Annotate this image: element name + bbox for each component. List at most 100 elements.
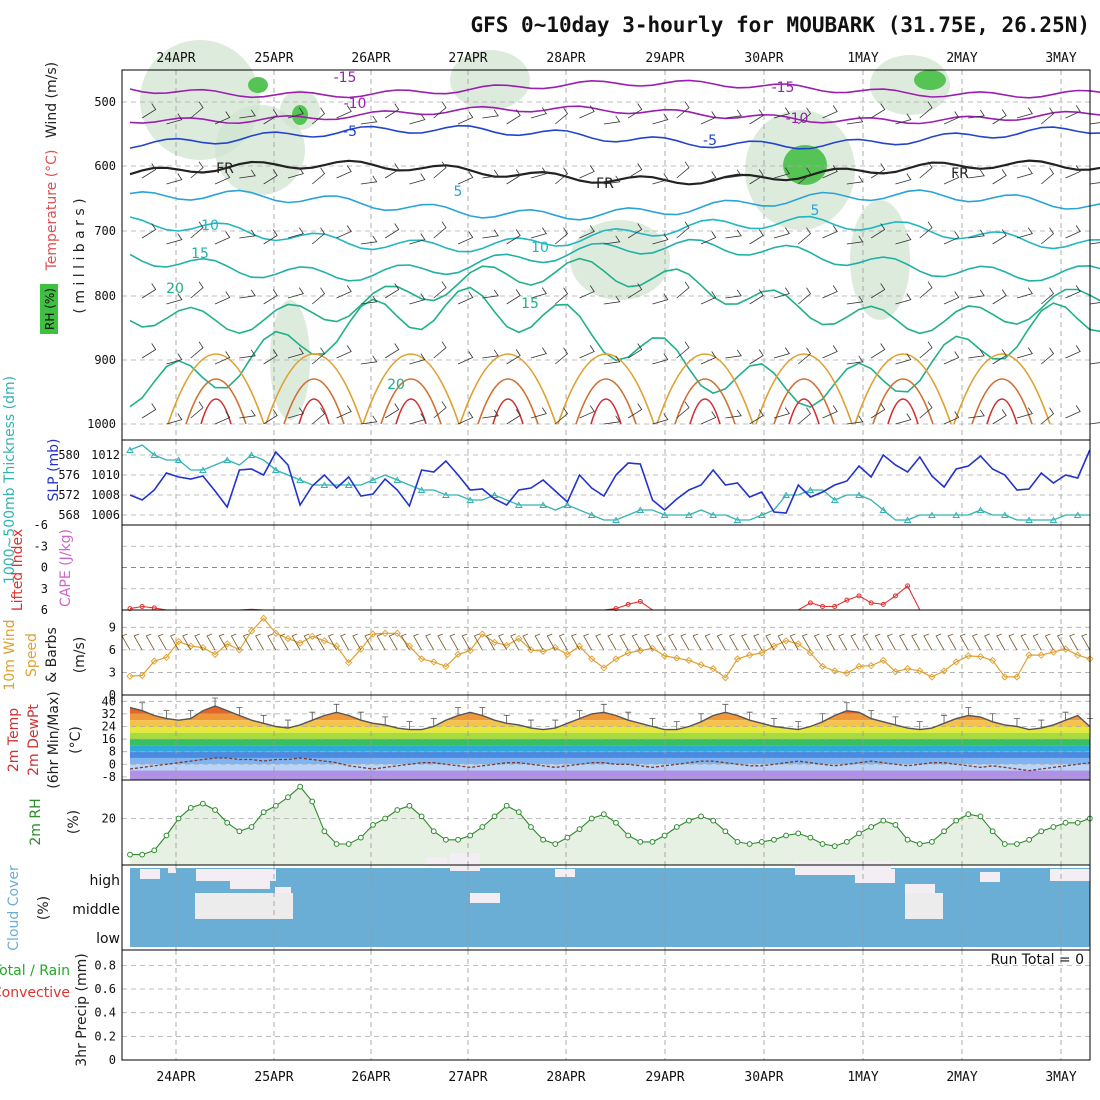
isotherm-line [129, 105, 1100, 125]
wind-barb [797, 407, 812, 425]
temp-minmax-bar [576, 710, 583, 719]
wind10m-barb [1056, 633, 1066, 651]
rh2m-point [175, 815, 182, 822]
wind10m-barb [364, 633, 374, 651]
wind-barb [992, 109, 1007, 125]
wind10m-barb [716, 633, 726, 651]
wind-barb [822, 165, 838, 179]
thickness-marker [685, 511, 693, 518]
temp-minmax-bar [260, 714, 267, 724]
wind-barb [992, 349, 1007, 365]
wind-barb [482, 109, 499, 119]
thickness-marker [344, 481, 353, 488]
wind-barb [627, 163, 643, 179]
grid-layer [122, 70, 1090, 1061]
wind-barb [846, 175, 864, 185]
wind-barb [943, 291, 960, 305]
wind-barb [336, 345, 352, 359]
wind-barb [943, 111, 960, 125]
wind10m-point [1061, 645, 1070, 653]
lifted-index-point [880, 601, 886, 607]
thickness-marker [879, 506, 888, 513]
rh2m-point [771, 836, 777, 843]
thickness-marker [490, 491, 499, 498]
wind-barb [1016, 107, 1033, 119]
wind-barb [433, 281, 447, 299]
rh2m-point [965, 811, 972, 818]
temp-band [130, 745, 1090, 752]
wind-barb [822, 345, 838, 359]
rh2m-point [491, 813, 498, 820]
wind-barb [919, 401, 933, 419]
thickness-marker [320, 481, 329, 488]
rh-shading-high [783, 145, 827, 185]
rh2m-point [248, 824, 255, 830]
isotherm-arc [971, 378, 1033, 425]
wind-barb [190, 281, 204, 299]
thickness-marker [369, 476, 377, 483]
wind10m-point [417, 655, 426, 663]
wind-barb [482, 229, 499, 239]
wind10m-point [916, 667, 924, 675]
wind-barb [870, 163, 886, 179]
wind-barb [384, 343, 400, 359]
wind10m-point [976, 653, 985, 661]
rh2m-point [625, 832, 632, 839]
li-tick-label: -6 [34, 518, 48, 532]
wind-barb [725, 349, 742, 359]
wind-barb [1089, 302, 1100, 305]
wind10m-point [284, 634, 292, 643]
isotherm-arc [380, 378, 442, 425]
wind-barb [749, 229, 764, 245]
wind-barb [822, 225, 838, 239]
wind10m-point [709, 665, 717, 673]
wind-barb [166, 173, 183, 185]
rh2m-point [345, 841, 352, 847]
isotherm-arc [788, 398, 820, 425]
wind-barb [336, 405, 352, 419]
rh2m-point [370, 821, 376, 828]
wind-barb [579, 105, 595, 119]
wind-barb [579, 165, 595, 179]
wind10m-barb [826, 633, 836, 651]
temp-minmax-bar [552, 719, 559, 729]
thickness-marker [782, 491, 790, 498]
temp-band [130, 751, 1090, 758]
wind10m-barb [765, 633, 775, 651]
wind10m-barb [510, 633, 520, 651]
wind10m-point [539, 647, 547, 656]
wind-barb [336, 285, 352, 299]
thickness-marker [539, 501, 547, 508]
wind-barb [895, 173, 912, 185]
rh2m-point [1074, 819, 1081, 826]
wind-barb [554, 227, 569, 245]
wind-barb [360, 355, 378, 365]
wind-barb [287, 227, 304, 239]
temp-minmax-bar [600, 703, 607, 713]
ylabel-cape: CAPE (J/kg) [58, 529, 74, 607]
cloud-gap [470, 893, 500, 903]
rh-shading-high [292, 105, 308, 125]
rh2m-point [734, 838, 741, 845]
wind10m-barb [741, 633, 750, 651]
wind-barb [482, 169, 499, 179]
temp-minmax-bar [625, 711, 632, 721]
rh2m-point [929, 838, 935, 845]
wind-barb [676, 401, 690, 419]
wind-barb [627, 403, 643, 419]
temp-minmax-bar [698, 713, 705, 722]
wind10m-point [138, 671, 146, 680]
wind-barb [457, 171, 474, 185]
rh2m-point [200, 800, 206, 807]
wind-barb [457, 351, 474, 365]
rh2m-point [564, 834, 571, 841]
date-label-bottom: 3MAY [1045, 1070, 1076, 1085]
temp-minmax-bar [1062, 711, 1069, 721]
wind10m-point [466, 646, 474, 655]
rh2m-point [807, 834, 814, 841]
isotherm-arc [755, 353, 853, 425]
wind-barb [190, 161, 204, 179]
rh2m-point [540, 836, 546, 843]
wind-barb [822, 405, 838, 419]
wind10m-point [952, 658, 960, 666]
